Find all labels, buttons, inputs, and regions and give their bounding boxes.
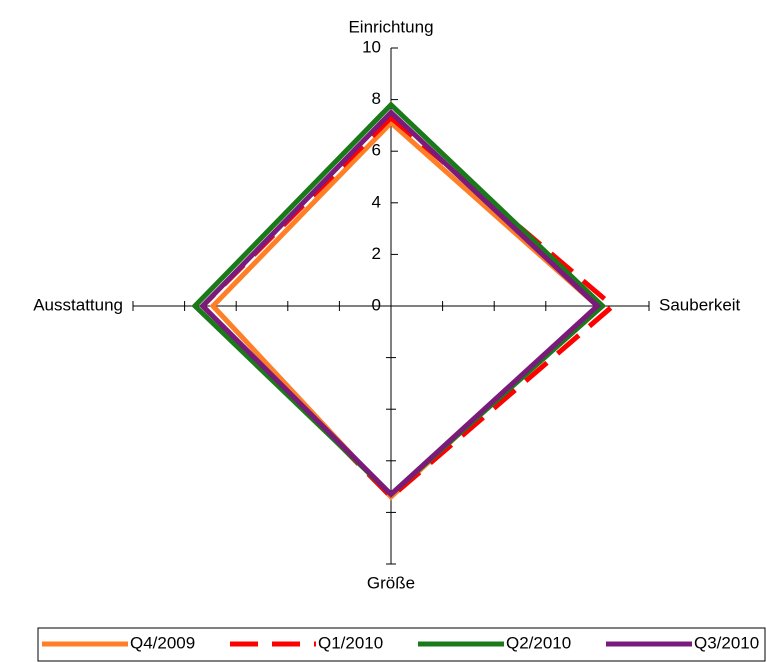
y-tick-label: 8 [372,89,381,108]
legend-label: Q4/2009 [130,633,195,652]
y-tick-label: 6 [372,141,381,160]
y-tick-label: 10 [362,37,381,56]
series-polygon [199,108,602,498]
legend-label: Q3/2010 [694,633,759,652]
axis-category-label: Sauberkeit [659,295,741,314]
legend-label: Q1/2010 [318,633,383,652]
y-tick-label: 4 [372,192,381,211]
axis-category-label: Größe [367,573,415,592]
legend-box [37,627,766,662]
y-tick-label: 0 [372,295,381,314]
y-tick-label: 2 [372,244,381,263]
series-polygon [199,114,617,501]
axis-category-label: Ausstattung [33,295,123,314]
series-polygon [191,101,607,498]
axis-category-label: Einrichtung [348,17,433,36]
series-polygon [209,119,602,501]
legend-label: Q2/2010 [506,633,571,652]
